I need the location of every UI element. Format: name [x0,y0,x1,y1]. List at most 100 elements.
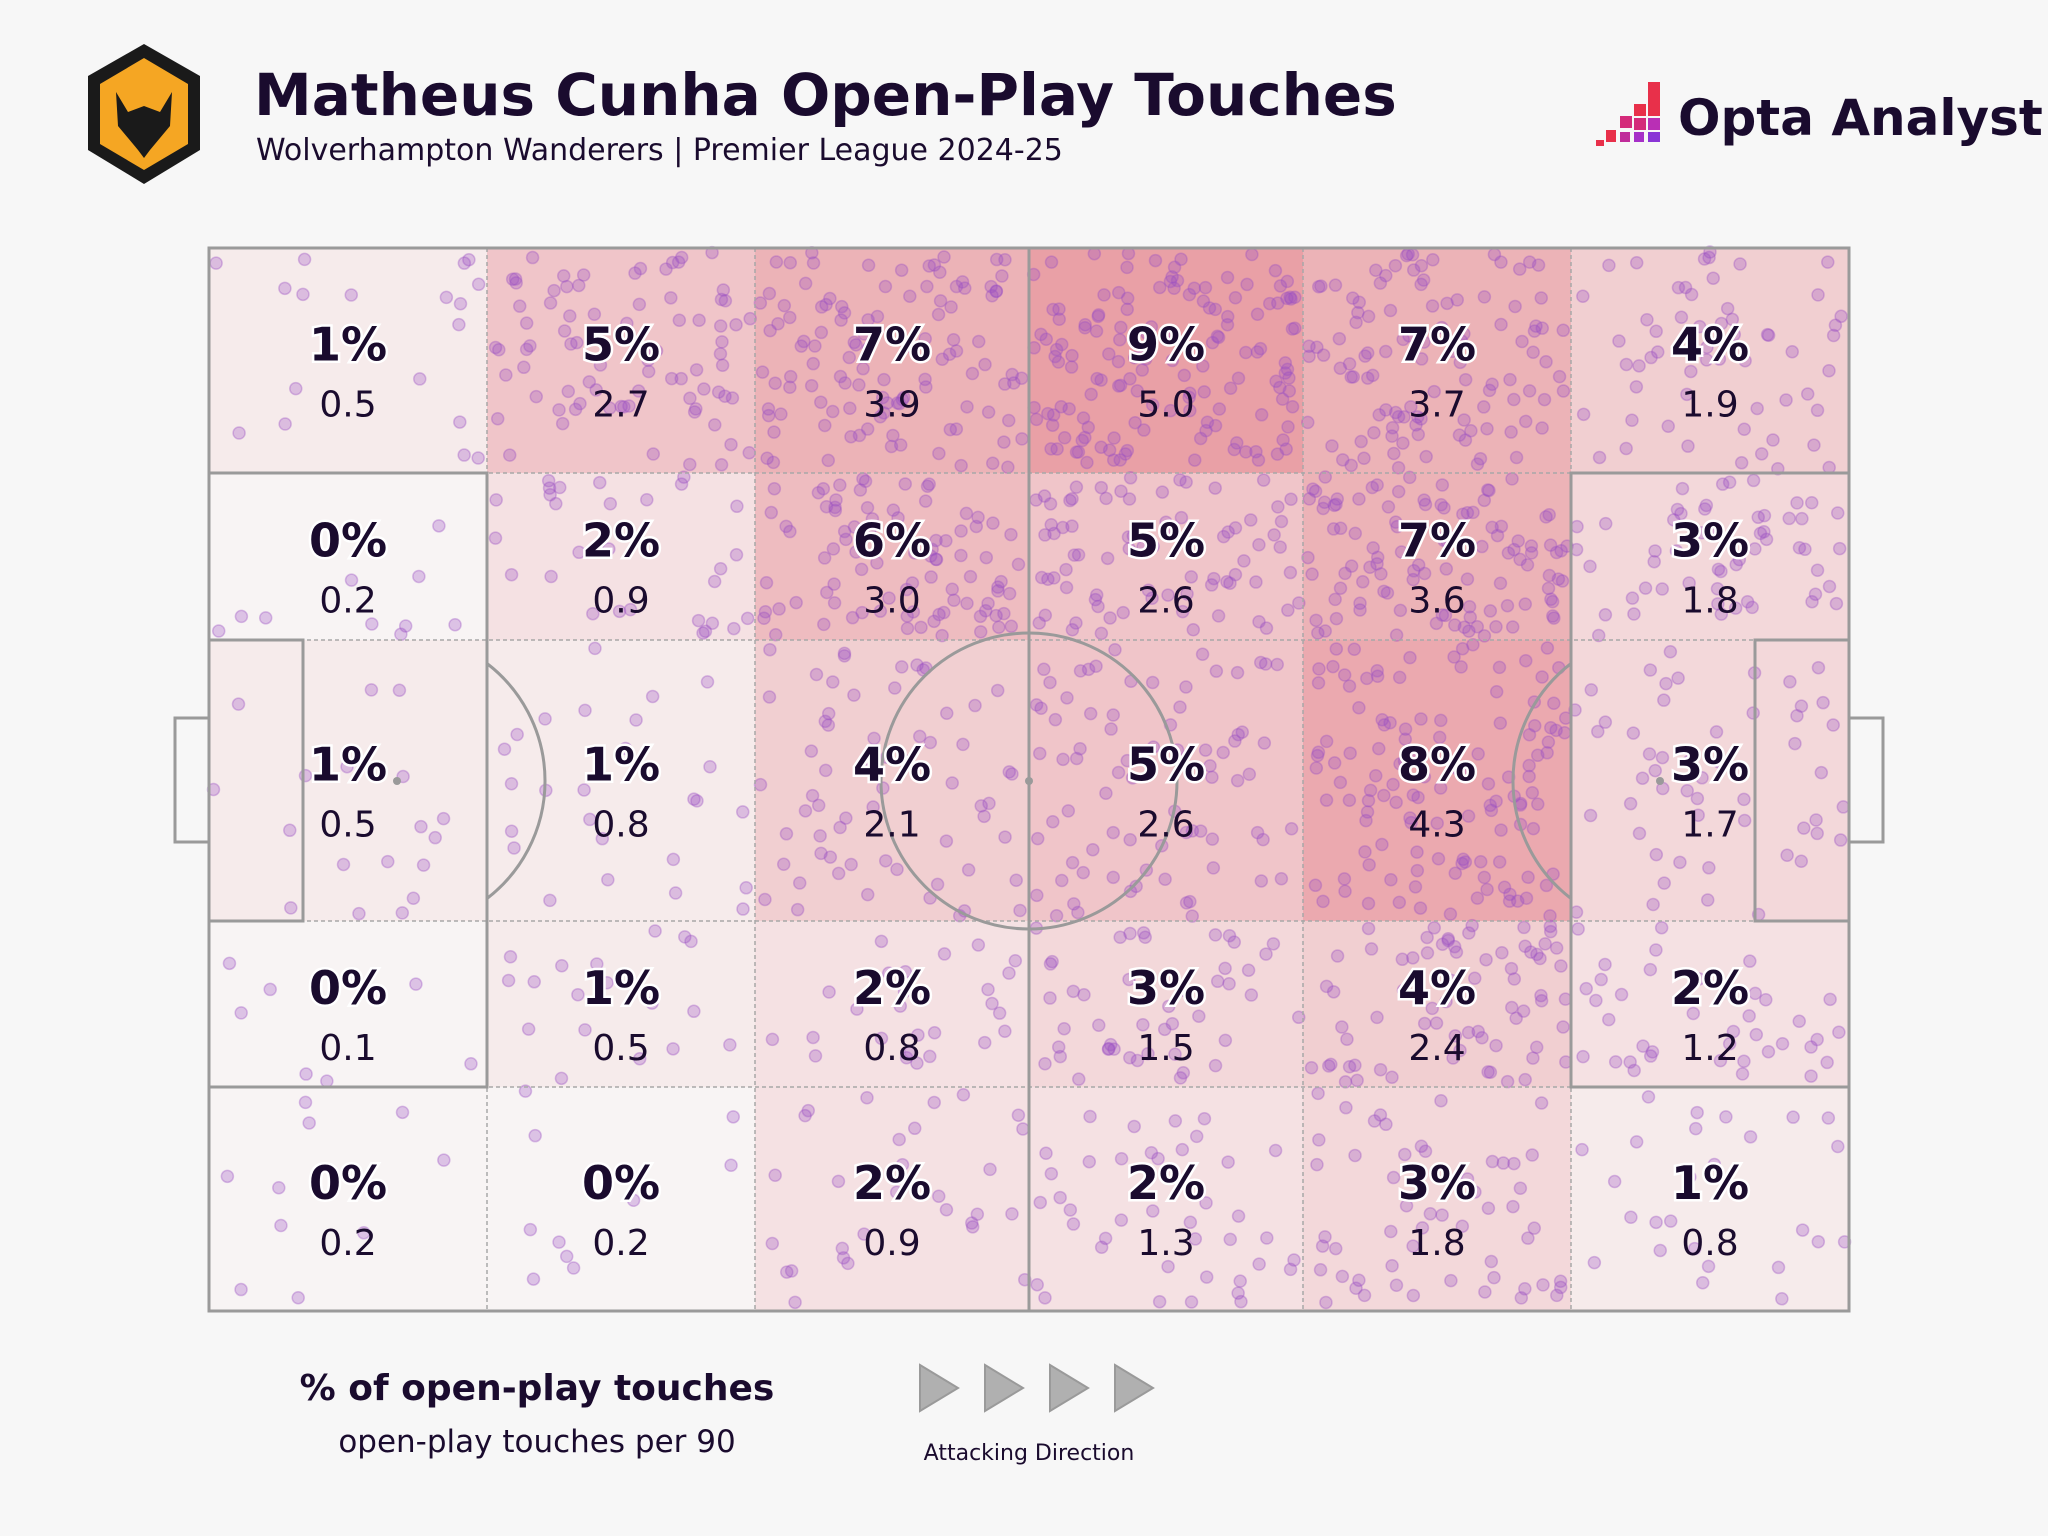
touch-dot [1326,659,1340,674]
touch-dot [1314,279,1328,293]
touch-dot [1179,825,1194,840]
touch-dot [862,341,876,355]
touch-dot [1250,345,1265,359]
zone-per90: 0.2 [319,1223,376,1264]
touch-dot [1038,608,1053,622]
touch-dot [835,1241,850,1256]
touch-dot [364,683,379,697]
touch-dot [1414,1139,1429,1153]
touch-dot [1816,695,1830,710]
touch-dot [1239,445,1253,459]
touch-dot [1416,273,1431,287]
zone-per90: 2.6 [1137,581,1194,622]
touch-dot [1425,1001,1440,1016]
touch-dot [1579,981,1593,996]
touch-dot [1804,496,1819,510]
touch-dot [1425,299,1440,313]
touch-dot [1065,348,1079,363]
touch-dot [1457,413,1471,427]
touch-dot [1521,870,1535,885]
touch-dot [998,830,1012,844]
touch-dot [1757,524,1771,539]
touch-dot [601,873,615,887]
touch-dot [939,834,954,848]
touch-dot [1432,730,1447,745]
touch-dot [809,667,824,682]
touch-dot [1406,572,1420,587]
touch-dot [1092,1018,1106,1033]
touch-dot [689,363,704,377]
touch-dot [1180,587,1194,601]
touch-dot [1078,430,1092,445]
touch-dot [1701,1259,1716,1274]
touch-dot [726,1110,740,1124]
touch-dot [1712,352,1727,366]
zone-percentage: 3% [1127,961,1205,1015]
touch-dot [573,396,587,411]
touch-dot [452,317,466,332]
touch-dot [1103,1037,1118,1052]
touch-dot [1804,1040,1818,1054]
touch-dot [1638,581,1653,595]
touch-dot [1516,1004,1531,1018]
touch-dot [989,284,1004,298]
touch-dot [1797,821,1811,835]
touch-dot [1681,439,1695,453]
touch-dot [1786,1110,1800,1124]
touch-dot [1456,852,1471,866]
touch-dot [512,299,527,313]
touch-dot [1391,484,1406,499]
touch-dot [924,570,938,584]
touch-dot [761,408,776,423]
touch-dot [1655,582,1669,596]
touch-dot [1549,723,1563,738]
touch-dot [1551,572,1566,586]
touch-dot [1468,1185,1482,1199]
touch-dot [718,389,732,403]
touch-dot [1795,1223,1810,1237]
touch-dot [1505,1000,1519,1015]
touch-dot [1598,957,1612,972]
touch-dot [1288,290,1302,304]
touch-dot [1322,1059,1336,1073]
touch-dot [1447,939,1462,954]
touch-dot [1490,528,1505,543]
touch-dot [1547,696,1561,711]
touch-dot [864,761,878,776]
touch-dot [1013,903,1027,918]
touch-dot [768,376,782,390]
touch-dot [837,524,852,539]
touch-dot [1044,1166,1059,1181]
touch-dot [1313,1263,1328,1277]
touch-dot [1722,475,1737,490]
touch-dot [1161,588,1175,602]
touch-dot [1252,1257,1266,1271]
touch-dot [831,866,846,881]
zone-percentage: 5% [582,318,660,372]
touch-dot [1123,471,1138,485]
touch-dot [960,400,974,414]
touch-dot [632,297,647,312]
touch-dot [1540,746,1554,760]
touch-dot [1073,741,1087,756]
touch-dot [1183,894,1197,909]
touch-dot [519,316,534,330]
center-spot [1025,777,1033,785]
touch-dot [1691,808,1705,822]
touch-dot [1761,328,1776,342]
touch-dot [1174,252,1188,266]
touch-dot [1779,393,1793,407]
touch-dot [1709,725,1724,739]
touch-dot [1037,662,1051,677]
touch-dot [1344,559,1359,573]
touch-dot [603,497,618,511]
touch-dot [855,605,869,620]
touch-dot [814,300,829,314]
touch-dot [1106,870,1120,885]
touch-dot [1438,608,1453,623]
touch-dot [284,901,298,915]
touch-dot [1464,424,1478,438]
touch-dot [998,1024,1012,1038]
